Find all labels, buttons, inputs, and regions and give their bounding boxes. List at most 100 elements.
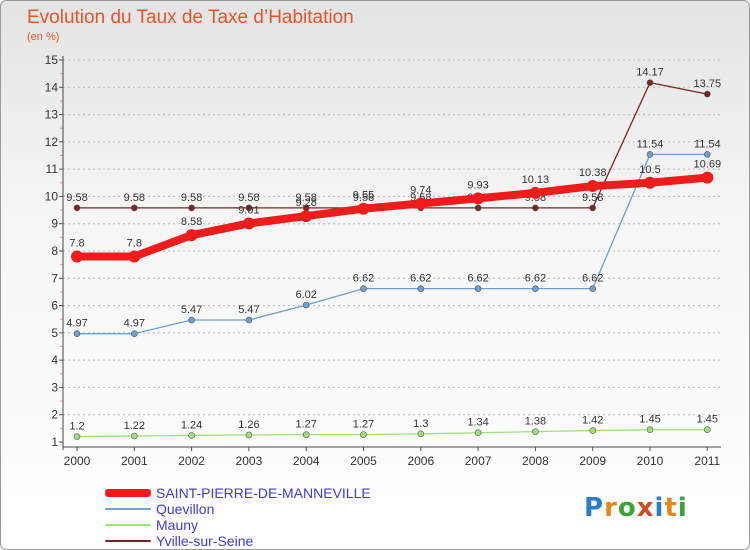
y-tick-label: 15 [45,53,59,67]
y-tick-label: 13 [45,108,59,122]
data-label: 9.74 [410,185,431,197]
series-quevillon: 4.97 4.97 5.47 5.47 6.02 6.62 6.62 6.62 6.62 6.62… [66,138,721,337]
data-point [532,428,539,435]
series-line [76,429,708,438]
data-label: 9.58 [238,192,259,204]
data-label: 1.2 [69,421,84,433]
data-point [589,204,597,212]
y-tick-label: 7 [51,271,58,285]
data-point [703,90,711,98]
data-label: 13.75 [694,78,722,90]
data-point [646,79,654,86]
data-point [474,285,482,292]
y-tick-label: 3 [51,380,58,394]
proxiti-logo: Proxiti [584,493,688,523]
data-point [245,431,253,439]
data-label: 9.58 [353,192,374,204]
data-point [245,204,253,212]
data-label: 1.42 [582,415,603,427]
data-point [300,210,313,223]
data-point [644,176,656,189]
y-tick-label: 2 [51,408,58,422]
x-tick-label: 2004 [293,454,320,468]
data-point [357,202,370,215]
x-tick-label: 2010 [637,454,664,468]
data-label: 6.62 [353,273,374,285]
data-point [532,285,539,292]
data-point [71,250,83,263]
data-point [360,285,367,292]
data-point [73,433,81,440]
data-point [701,171,714,184]
data-point [703,151,711,158]
series-line [76,153,708,335]
data-point [532,204,539,212]
series-line [76,81,708,209]
data-point [128,250,141,263]
data-point [474,204,482,212]
data-point [185,229,198,242]
x-tick-label: 2005 [350,454,377,468]
y-tick-label: 8 [51,244,58,258]
data-label: 7.8 [127,237,142,249]
data-label: 1.3 [413,418,428,430]
y-tick-label: 10 [45,189,59,203]
data-label: 11.54 [694,138,721,150]
data-point [188,204,195,212]
series-saint-pierre-de-manneville: 7.8 7.8 8.58 9.01 9.28 9.55 9.74 9.93 10.13 10.38… [69,159,721,263]
data-point [589,285,597,292]
data-label: 1.34 [467,417,488,429]
x-tick-label: 2002 [178,454,205,468]
data-point [703,426,711,434]
legend-label: SAINT-PIERRE-DE-MANNEVILLE [156,485,371,501]
data-point [529,186,542,199]
data-point [188,316,195,324]
y-tick-label: 4 [51,353,58,367]
data-point [131,330,138,337]
data-label: 9.58 [181,192,202,204]
legend-item: Mauny [105,517,371,533]
series-mauny: 1.2 1.22 1.24 1.26 1.27 1.27 1.3 1.34 1.38 1.42 1.… [69,414,718,440]
y-tick-label: 14 [45,80,59,94]
data-label: 6.62 [525,273,546,285]
data-point [131,204,138,212]
data-label: 6.62 [467,273,488,285]
data-label: 4.97 [124,318,145,330]
data-point [302,301,310,309]
x-tick-label: 2011 [694,454,720,468]
y-tick-label: 6 [51,299,58,313]
data-label: 4.97 [66,318,87,330]
x-tick-label: 2000 [64,454,91,468]
data-label: 6.62 [410,273,431,285]
data-label: 9.58 [295,192,316,204]
data-label: 10.38 [579,167,607,179]
data-label: 1.27 [295,419,316,431]
x-tick-label: 2001 [121,454,148,468]
data-label: 9.28 [295,197,316,209]
x-tick-label: 2003 [236,454,263,468]
chart-unit: (en %) [27,31,60,43]
data-label: 10.69 [694,159,722,171]
data-label: 1.45 [639,414,660,426]
data-label: 7.8 [69,237,84,249]
chart-legend: SAINT-PIERRE-DE-MANNEVILLE Quevillon Mauny… [105,485,371,549]
x-tick-label: 2008 [522,454,549,468]
data-label: 9.01 [238,204,259,216]
x-tick-label: 2009 [579,454,606,468]
data-label: 9.55 [353,190,374,202]
y-tick-label: 5 [51,326,58,340]
y-tick-label: 1 [51,435,58,449]
y-tick-label: 11 [46,162,59,176]
data-label: 6.62 [582,273,603,285]
data-label: 6.02 [295,289,316,301]
data-label: 1.26 [238,419,259,431]
chart-title: Evolution du Taux de Taxe d’Habitation [27,7,354,28]
data-label: 9.58 [124,192,145,204]
data-point [360,431,367,438]
data-label: 1.24 [181,419,202,431]
data-label: 9.58 [582,192,603,204]
x-tick-label: 2006 [407,454,434,468]
series-yville-sur-seine: 9.589.589.589.589.589.589.589.589.589.58… [66,67,722,212]
x-tick-label: 2007 [465,454,492,468]
legend-item: SAINT-PIERRE-DE-MANNEVILLE [105,485,371,501]
